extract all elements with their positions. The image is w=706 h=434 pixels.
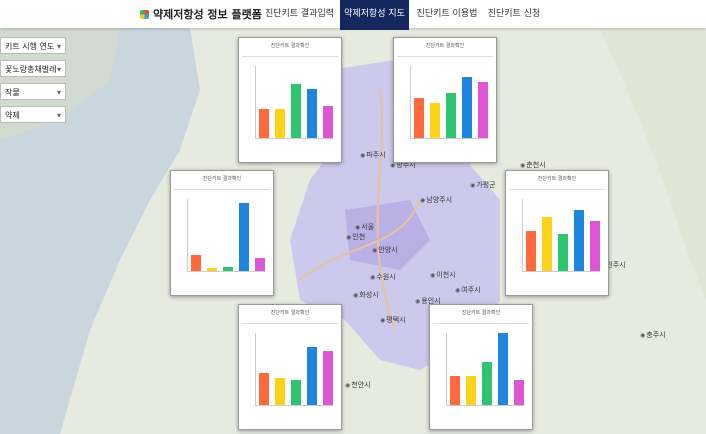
map-label: 천안시 — [345, 380, 370, 390]
bar — [223, 267, 233, 271]
popup-title: 진단키트 결과확인 — [202, 176, 242, 182]
bar — [462, 76, 472, 138]
bar — [275, 109, 285, 138]
site-title: 약제저항성 정보 플랫폼 — [153, 8, 262, 21]
popup-divider — [174, 185, 270, 190]
bar — [414, 98, 424, 138]
bar — [542, 217, 552, 271]
filter-dropdown[interactable]: 작물 — [0, 83, 66, 101]
map-label: 용인시 — [415, 296, 440, 306]
map-label: 수원시 — [370, 272, 395, 282]
bar — [255, 258, 265, 271]
popup-title: 진단키트 결과확인 — [537, 176, 577, 182]
result-popup[interactable]: 진단키트 결과확인 — [238, 37, 342, 163]
bar — [191, 255, 201, 271]
map-label: 이천시 — [430, 270, 455, 280]
map-label: 원주시 — [600, 260, 625, 270]
map-label: 인천 — [346, 232, 365, 242]
map-label: 화성시 — [353, 290, 378, 300]
bar — [482, 361, 492, 405]
bar — [323, 351, 333, 405]
map-label: 가평군 — [470, 180, 495, 190]
bar — [207, 268, 217, 271]
map-label: 여주시 — [455, 285, 480, 295]
map-label: 양주시 — [390, 160, 415, 170]
bar — [558, 233, 568, 271]
result-popup[interactable]: 진단키트 결과확인 — [238, 304, 342, 430]
popup-divider — [397, 52, 493, 57]
bar — [430, 103, 440, 138]
bar — [239, 202, 249, 271]
popup-title: 진단키트 결과확인 — [270, 310, 310, 316]
popup-title: 진단키트 결과확인 — [461, 310, 501, 316]
map-label: 남양주시 — [420, 195, 452, 205]
map-label: 충주시 — [640, 330, 665, 340]
bar — [478, 81, 488, 138]
bar-chart — [187, 199, 265, 272]
filter-dropdown[interactable]: 키트 시행 연도 — [0, 37, 66, 55]
nav-item[interactable]: 진단키트 이용법 — [416, 9, 478, 19]
map-label: 파주시 — [360, 150, 385, 160]
bar — [259, 372, 269, 405]
bar-chart — [522, 199, 600, 272]
bar — [259, 109, 269, 138]
bar — [498, 333, 508, 405]
popup-title: 진단키트 결과확인 — [425, 43, 465, 49]
bar — [526, 231, 536, 271]
bar — [323, 105, 333, 138]
header: 약제저항성 정보 플랫폼 진단키트 결과입력 약제저항성 지도 진단키트 이용법… — [0, 0, 706, 30]
bar — [291, 379, 301, 405]
bar-chart — [255, 66, 333, 139]
result-popup[interactable]: 진단키트 결과확인 — [170, 170, 274, 296]
bar — [514, 379, 524, 405]
bar — [307, 347, 317, 405]
nav-item[interactable]: 진단키트 신청 — [487, 9, 541, 19]
map-label: 서울 — [355, 222, 374, 232]
result-popup[interactable]: 진단키트 결과확인 — [393, 37, 497, 163]
filter-dropdown[interactable]: 꽃노랑총채벌레 — [0, 60, 66, 78]
nav-item[interactable]: 약제저항성 지도 — [340, 0, 409, 30]
bar-chart — [446, 333, 524, 406]
result-popup[interactable]: 진단키트 결과확인 — [429, 304, 533, 430]
nav-item[interactable]: 진단키트 결과입력 — [264, 9, 335, 19]
popup-divider — [242, 52, 338, 57]
bar — [307, 89, 317, 138]
map-label: 평택시 — [380, 315, 405, 325]
popup-divider — [242, 319, 338, 324]
filter-dropdown[interactable]: 약제 — [0, 106, 66, 124]
map-label: 춘천시 — [520, 160, 545, 170]
result-popup[interactable]: 진단키트 결과확인 — [505, 170, 609, 296]
bar — [466, 376, 476, 405]
bar — [275, 377, 285, 405]
bar — [450, 376, 460, 405]
bar — [590, 220, 600, 271]
popup-divider — [433, 319, 529, 324]
bar — [574, 209, 584, 271]
bar-chart — [255, 333, 333, 406]
bar — [446, 93, 456, 138]
bar-chart — [410, 66, 488, 139]
popup-divider — [509, 185, 605, 190]
bar — [291, 84, 301, 138]
logo[interactable]: 약제저항성 정보 플랫폼 — [140, 6, 262, 22]
popup-title: 진단키트 결과확인 — [270, 43, 310, 49]
map-label: 안양시 — [372, 245, 397, 255]
